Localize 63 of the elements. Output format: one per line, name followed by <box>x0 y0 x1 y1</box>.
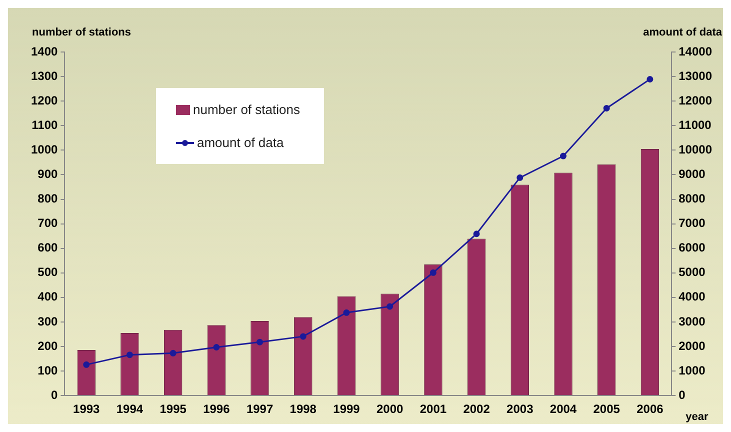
point <box>560 152 566 160</box>
x-tick-label: 2002 <box>463 402 490 416</box>
x-tick-label: 2004 <box>550 402 577 416</box>
y-tick-label: 900 <box>38 167 58 182</box>
point <box>213 344 220 350</box>
y-tick-label: 1200 <box>30 93 58 108</box>
legend-label: number of stations <box>193 102 300 117</box>
x-tick-label: 1994 <box>116 402 144 416</box>
y2-tick-label: 7000 <box>678 216 706 230</box>
y-tick-label: 200 <box>38 338 58 353</box>
y-tick-label: 800 <box>38 192 58 206</box>
y-tick-label: 400 <box>38 290 58 304</box>
y2-tick-label: 1000 <box>678 363 706 378</box>
y-tick-label: 1400 <box>30 44 58 58</box>
y-tick-label: 1000 <box>30 142 58 156</box>
x-tick-label: 1999 <box>333 402 360 416</box>
y2-tick-label: 6000 <box>678 240 706 255</box>
y2-tick-label: 11000 <box>678 118 712 132</box>
y2-tick-label: 8000 <box>678 192 706 206</box>
point <box>170 350 176 356</box>
point <box>126 352 133 358</box>
y2-tick-label: 2000 <box>678 338 706 353</box>
y-tick-label: 100 <box>38 363 58 378</box>
y2-tick-label: 5000 <box>678 265 706 280</box>
x-tick-label: 1998 <box>290 402 317 416</box>
point <box>646 76 654 82</box>
point <box>343 309 350 316</box>
y2-tick-label: 9000 <box>678 167 706 182</box>
x-axis-title: year <box>686 411 709 424</box>
x-tick-label: 2000 <box>376 402 404 416</box>
y-tick-label: 500 <box>38 265 58 280</box>
point <box>300 333 306 340</box>
x-tick-label: 1996 <box>203 402 230 416</box>
point <box>603 104 610 112</box>
y2-tick-label: 0 <box>678 388 686 402</box>
point <box>386 303 394 310</box>
y2-tick-label: 13000 <box>678 68 712 83</box>
point <box>256 338 264 346</box>
y2-tick-label: 3000 <box>678 314 706 328</box>
y-tick-label: 600 <box>38 240 58 255</box>
y-tick-label: 1300 <box>30 68 58 83</box>
y-tick-label: 0 <box>51 388 58 402</box>
point <box>473 230 480 238</box>
point <box>516 174 524 181</box>
legend-label: amount of data <box>197 135 284 150</box>
y2-tick-label: 14000 <box>678 44 712 58</box>
x-tick-label: 2006 <box>636 402 664 416</box>
y-tick-label: 1100 <box>32 118 58 132</box>
y-tick-label: 700 <box>38 216 58 230</box>
point <box>430 269 436 276</box>
x-tick-label: 1995 <box>160 402 187 416</box>
y-tick-label: 300 <box>38 314 58 328</box>
x-tick-label: 2001 <box>420 402 447 416</box>
y-axis-title: number of stations <box>32 26 132 39</box>
y2-tick-label: 4000 <box>678 290 706 304</box>
x-tick-label: 1997 <box>246 402 274 416</box>
x-tick-label: 2005 <box>593 402 620 416</box>
x-tick-label: 1993 <box>73 402 100 416</box>
point <box>83 361 90 368</box>
x-tick-label: 2003 <box>506 402 534 416</box>
y2-tick-label: 12000 <box>678 93 712 108</box>
y2-axis-title: amount of data <box>643 26 723 39</box>
y2-tick-label: 10000 <box>678 142 712 156</box>
